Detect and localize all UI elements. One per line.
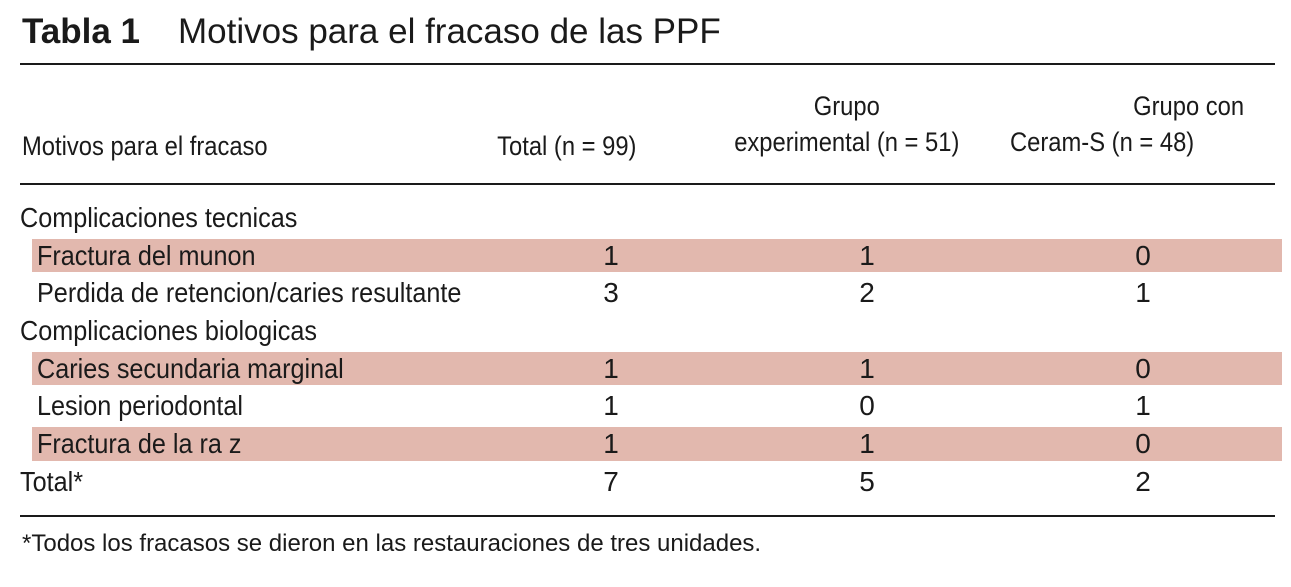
cell-total: 1 bbox=[603, 390, 619, 422]
table-number: Tabla 1 bbox=[22, 12, 141, 51]
cell-experimental: 1 bbox=[859, 352, 875, 384]
header-experimental-line2: experimental (n = 51) bbox=[734, 127, 960, 157]
header-experimental-line1: Grupo bbox=[813, 91, 880, 121]
footnote: *Todos los fracasos se dieron en las res… bbox=[22, 530, 762, 557]
cell-total: 3 bbox=[603, 277, 619, 309]
table-row-category: Complicaciones biologicas bbox=[20, 312, 1282, 350]
cell-ceram: 1 bbox=[1135, 277, 1151, 309]
cell-experimental: 1 bbox=[859, 428, 875, 460]
cell-ceram: 2 bbox=[1135, 465, 1151, 497]
row-label: Complicaciones biologicas bbox=[20, 315, 317, 347]
table-row-category: Complicaciones tecnicas bbox=[20, 199, 1282, 237]
cell-ceram: 1 bbox=[1135, 390, 1151, 422]
table-title: Tabla 1 Motivos para el fracaso de las P… bbox=[22, 4, 721, 60]
cell-total: 1 bbox=[603, 239, 619, 271]
row-label: Caries secundaria marginal bbox=[37, 352, 344, 384]
row-label: Total* bbox=[20, 465, 84, 497]
cell-ceram: 0 bbox=[1135, 239, 1151, 271]
cell-total: 1 bbox=[603, 352, 619, 384]
bottom-rule bbox=[20, 515, 1275, 517]
row-label: Perdida de retencion/caries resultante bbox=[37, 277, 462, 309]
cell-experimental: 5 bbox=[859, 465, 875, 497]
cell-total: 7 bbox=[603, 465, 619, 497]
header-total: Total (n = 99) bbox=[497, 131, 637, 161]
header-experimental: Grupo experimental (n = 51) bbox=[706, 88, 988, 160]
table-row: Lesion periodontal 1 0 1 bbox=[20, 387, 1282, 425]
row-label: Fractura del munon bbox=[37, 239, 256, 271]
header-reason: Motivos para el fracaso bbox=[22, 131, 268, 161]
table-row: Fractura del munon 1 1 0 bbox=[20, 237, 1282, 275]
cell-experimental: 1 bbox=[859, 239, 875, 271]
table-row: Perdida de retencion/caries resultante 3… bbox=[20, 274, 1282, 312]
header-ceram-line1: Grupo con bbox=[1133, 91, 1245, 121]
cell-experimental: 2 bbox=[859, 277, 875, 309]
cell-ceram: 0 bbox=[1135, 428, 1151, 460]
top-rule bbox=[20, 63, 1275, 65]
table-body: Complicaciones tecnicas Fractura del mun… bbox=[20, 199, 1282, 501]
cell-total: 1 bbox=[603, 428, 619, 460]
cell-ceram: 0 bbox=[1135, 352, 1151, 384]
header-ceram: Grupo con Ceram-S (n = 48) bbox=[1010, 88, 1249, 160]
header-rule bbox=[20, 183, 1275, 185]
table-caption: Motivos para el fracaso de las PPF bbox=[178, 12, 721, 51]
row-label: Fractura de la ra z bbox=[37, 428, 242, 460]
row-label: Lesion periodontal bbox=[37, 390, 243, 422]
header-ceram-line2: Ceram-S (n = 48) bbox=[1010, 127, 1195, 157]
table-row-total: Total* 7 5 2 bbox=[20, 463, 1282, 501]
table-row: Fractura de la ra z 1 1 0 bbox=[20, 425, 1282, 463]
table-row: Caries secundaria marginal 1 1 0 bbox=[20, 350, 1282, 388]
cell-experimental: 0 bbox=[859, 390, 875, 422]
row-label: Complicaciones tecnicas bbox=[20, 202, 298, 233]
